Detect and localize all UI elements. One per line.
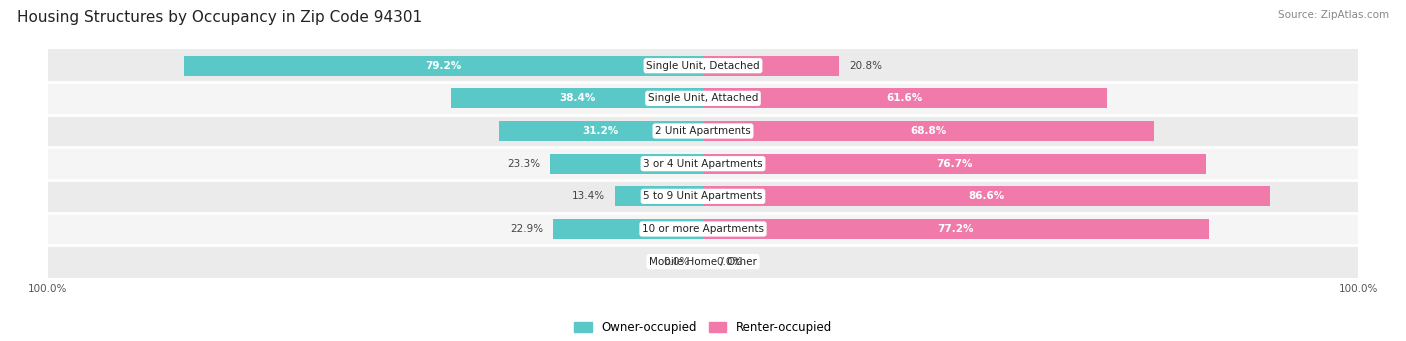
Text: 0.0%: 0.0% [716, 257, 742, 267]
Text: 23.3%: 23.3% [508, 159, 540, 169]
Text: 31.2%: 31.2% [582, 126, 619, 136]
Bar [703, 153, 1205, 174]
Bar [48, 147, 1358, 180]
Text: 76.7%: 76.7% [936, 159, 973, 169]
Text: 61.6%: 61.6% [887, 93, 922, 103]
Bar [48, 49, 1358, 82]
Bar [499, 121, 703, 141]
Text: Single Unit, Attached: Single Unit, Attached [648, 93, 758, 103]
Text: 38.4%: 38.4% [560, 93, 595, 103]
Bar [550, 153, 703, 174]
Legend: Owner-occupied, Renter-occupied: Owner-occupied, Renter-occupied [569, 316, 837, 339]
Text: Single Unit, Detached: Single Unit, Detached [647, 61, 759, 71]
Bar [48, 115, 1358, 147]
Text: Mobile Home / Other: Mobile Home / Other [650, 257, 756, 267]
Bar [553, 219, 703, 239]
Bar [48, 245, 1358, 278]
Text: 77.2%: 77.2% [938, 224, 974, 234]
Bar [451, 88, 703, 108]
Text: 22.9%: 22.9% [510, 224, 543, 234]
Text: 68.8%: 68.8% [910, 126, 946, 136]
Text: 13.4%: 13.4% [572, 191, 606, 201]
Bar [703, 219, 1209, 239]
Bar [184, 56, 703, 76]
Text: 0.0%: 0.0% [664, 257, 690, 267]
Text: 5 to 9 Unit Apartments: 5 to 9 Unit Apartments [644, 191, 762, 201]
Bar [616, 186, 703, 206]
Text: 79.2%: 79.2% [426, 61, 461, 71]
Text: 86.6%: 86.6% [969, 191, 1005, 201]
Bar [48, 180, 1358, 213]
Text: 20.8%: 20.8% [849, 61, 882, 71]
Bar [48, 213, 1358, 245]
Text: Housing Structures by Occupancy in Zip Code 94301: Housing Structures by Occupancy in Zip C… [17, 10, 422, 25]
Text: Source: ZipAtlas.com: Source: ZipAtlas.com [1278, 10, 1389, 20]
Bar [703, 186, 1271, 206]
Bar [703, 88, 1107, 108]
Bar [703, 121, 1154, 141]
Text: 2 Unit Apartments: 2 Unit Apartments [655, 126, 751, 136]
Bar [48, 82, 1358, 115]
Bar [703, 56, 839, 76]
Text: 3 or 4 Unit Apartments: 3 or 4 Unit Apartments [643, 159, 763, 169]
Text: 10 or more Apartments: 10 or more Apartments [643, 224, 763, 234]
